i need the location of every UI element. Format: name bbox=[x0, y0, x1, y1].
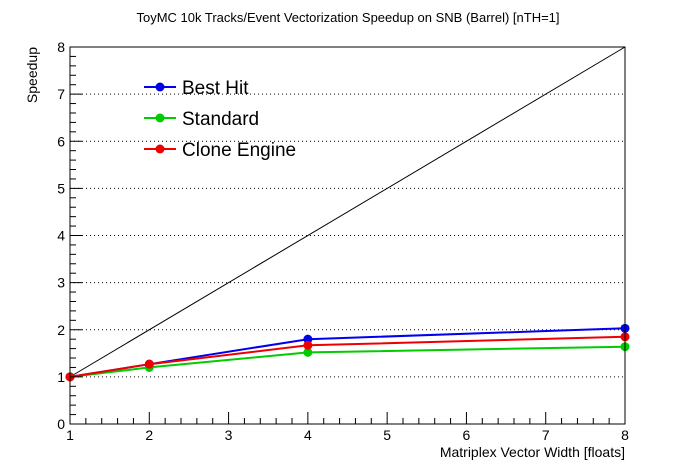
grid-lines bbox=[70, 93, 625, 378]
series-group bbox=[65, 323, 630, 382]
x-tick-label: 1 bbox=[66, 427, 74, 443]
y-tick-label: 8 bbox=[57, 39, 65, 55]
y-tick-label: 2 bbox=[57, 322, 65, 338]
x-tick-label: 3 bbox=[225, 427, 233, 443]
x-tick-label: 5 bbox=[383, 427, 391, 443]
data-point bbox=[144, 359, 154, 369]
legend-marker bbox=[155, 144, 165, 154]
y-tick-label: 7 bbox=[57, 86, 65, 102]
data-point bbox=[303, 347, 313, 357]
y-tick-label: 1 bbox=[57, 369, 65, 385]
legend-marker bbox=[155, 113, 165, 123]
series-line bbox=[69, 335, 626, 378]
legend-label: Clone Engine bbox=[182, 140, 296, 161]
data-point bbox=[303, 340, 313, 350]
x-tick-label: 2 bbox=[145, 427, 153, 443]
y-tick-label: 6 bbox=[57, 133, 65, 149]
y-tick-label: 0 bbox=[57, 416, 65, 432]
legend-label: Best Hit bbox=[182, 78, 249, 99]
x-axis-label: Matriplex Vector Width [floats] bbox=[440, 444, 625, 460]
y-tick-label: 4 bbox=[57, 228, 65, 244]
legend-label: Standard bbox=[182, 109, 259, 130]
chart-title: ToyMC 10k Tracks/Event Vectorization Spe… bbox=[136, 10, 559, 25]
x-tick-label: 8 bbox=[621, 427, 629, 443]
x-tick-label: 6 bbox=[463, 427, 471, 443]
x-tick-label: 4 bbox=[304, 427, 312, 443]
legend-marker bbox=[155, 82, 165, 92]
reference-line bbox=[69, 46, 626, 378]
series-line bbox=[69, 345, 626, 378]
x-tick-label: 7 bbox=[542, 427, 550, 443]
y-tick-label: 3 bbox=[57, 275, 65, 291]
y-axis-label: Speedup bbox=[24, 47, 40, 103]
y-tick-label: 5 bbox=[57, 180, 65, 196]
legend: Best Hit Standard Clone Engine bbox=[144, 78, 296, 161]
ideal-speedup-line bbox=[69, 46, 626, 378]
